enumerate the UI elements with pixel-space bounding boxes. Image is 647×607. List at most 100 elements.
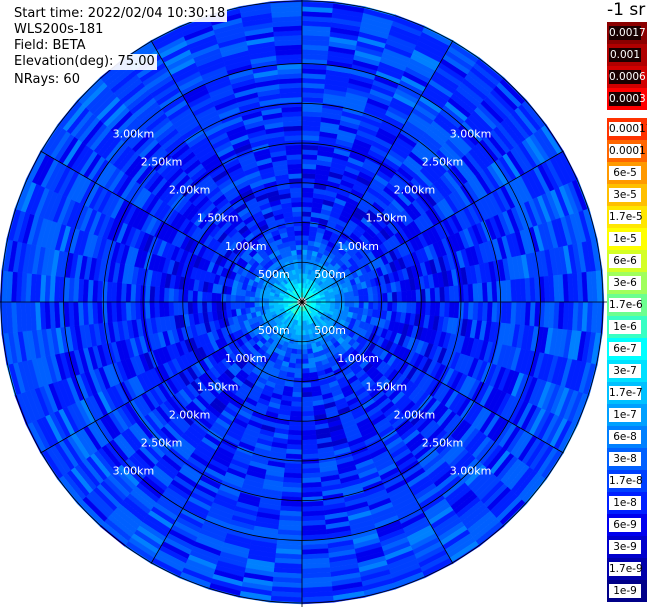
ring-label: 3.00km xyxy=(450,465,492,478)
range-gate-cell xyxy=(220,293,227,303)
ring-label: 2.00km xyxy=(169,408,211,421)
colorbar-tick-label: 0.00017 xyxy=(609,122,647,136)
ring-label: 3.00km xyxy=(113,127,155,140)
range-gate-cell xyxy=(301,235,310,241)
range-gate-cell xyxy=(372,301,379,311)
range-gate-cell xyxy=(301,391,313,398)
range-gate-cell xyxy=(301,339,307,346)
nrays-label: NRays: 60 xyxy=(12,72,82,88)
colorbar-tick-label: 6e-6 xyxy=(609,254,641,268)
range-gate-cell xyxy=(301,249,308,255)
range-gate-cell xyxy=(305,334,311,341)
range-gate-cell xyxy=(301,187,315,194)
colorbar-tick-label: 1.7e-6 xyxy=(609,298,643,312)
range-gate-cell xyxy=(301,325,306,331)
range-gate-cell xyxy=(196,301,203,314)
range-gate-cell xyxy=(301,363,310,369)
range-gate-cell xyxy=(387,301,393,312)
ring-label: 2.00km xyxy=(394,408,436,421)
range-gate-cells xyxy=(0,0,605,605)
range-gate-cell xyxy=(201,301,208,313)
range-gate-cell xyxy=(305,339,312,345)
range-gate-cell xyxy=(334,293,341,299)
range-gate-cell xyxy=(249,301,255,308)
colorbar-tick-label: 1e-7 xyxy=(609,408,641,422)
range-gate-cell xyxy=(296,349,303,355)
range-gate-cell xyxy=(382,301,389,312)
range-gate-cell xyxy=(301,377,311,384)
range-gate-cell xyxy=(401,290,408,303)
range-gate-cell xyxy=(294,368,303,374)
range-gate-cell xyxy=(235,294,241,303)
range-gate-cell xyxy=(301,192,314,198)
range-gate-cell xyxy=(263,305,270,311)
range-gate-cell xyxy=(293,372,303,379)
range-gate-cell xyxy=(292,211,303,217)
colorbar-tick-label: 6e-7 xyxy=(609,342,641,356)
range-gate-cell xyxy=(377,293,384,303)
ring-label: 1.00km xyxy=(337,352,379,365)
range-gate-cell xyxy=(401,301,408,314)
range-gate-cell xyxy=(173,301,179,316)
ring-label: 500m xyxy=(258,268,290,281)
range-gate-cell xyxy=(334,297,341,303)
range-gate-cell xyxy=(301,425,316,431)
range-gate-cell xyxy=(291,391,303,398)
range-gate-cell xyxy=(301,353,309,360)
range-gate-cell xyxy=(387,292,393,303)
range-gate-cell xyxy=(294,235,303,241)
range-gate-cell xyxy=(201,291,208,303)
colorbar-tick-label: 6e-5 xyxy=(609,166,641,180)
range-gate-cell xyxy=(301,406,314,412)
range-gate-cell xyxy=(363,294,369,303)
range-gate-cell xyxy=(339,297,346,303)
range-gate-cell xyxy=(298,273,303,279)
azimuth-spoke xyxy=(301,150,564,303)
range-gate-cell xyxy=(363,301,369,310)
range-gate-cell xyxy=(292,382,303,389)
range-gate-cell xyxy=(301,225,311,232)
range-gate-cell xyxy=(220,301,227,311)
colorbar-tick-label: 1e-6 xyxy=(609,320,641,334)
colorbar-tick-label: 0.0017 xyxy=(609,26,646,40)
range-gate-cell xyxy=(410,301,417,315)
azimuth-spokes xyxy=(0,0,607,607)
range-gate-cell xyxy=(235,301,241,310)
range-gate-cell xyxy=(230,301,236,310)
azimuth-spoke xyxy=(150,40,303,303)
range-gate-cell xyxy=(196,290,203,303)
range-gate-cell xyxy=(293,263,299,270)
range-gate-cell xyxy=(211,292,217,303)
azimuth-spoke xyxy=(301,301,454,564)
range-gate-cell xyxy=(290,401,303,408)
azimuth-spoke xyxy=(150,301,303,564)
colorbar-units: -1 sr xyxy=(607,0,646,20)
range-gate-cell xyxy=(288,425,303,431)
range-gate-cell xyxy=(301,372,311,379)
colorbar-tick-label: 1.7e-8 xyxy=(609,474,643,488)
colorbar-tick-label: 0.0006 xyxy=(609,70,646,84)
colorbar: 0.0017 0.001 0.0006 0.0003 0.00017 0.0001 6e-5… xyxy=(607,22,647,602)
range-gate-cell xyxy=(325,298,331,303)
range-gate-cell xyxy=(358,301,365,309)
range-gate-cell xyxy=(295,239,303,246)
range-gate-cell xyxy=(301,396,313,403)
range-gate-cell xyxy=(292,387,303,393)
range-gate-cell xyxy=(301,220,311,227)
range-gate-cell xyxy=(288,173,303,179)
range-gate-cell xyxy=(290,406,303,412)
range-gate-cell xyxy=(259,305,265,312)
range-gate-cell xyxy=(292,259,299,265)
range-gate-cell xyxy=(382,292,389,303)
ring-label: 2.50km xyxy=(422,156,464,169)
range-gate-cell xyxy=(298,268,303,274)
range-gate-cell xyxy=(301,410,315,417)
elevation-label: Elevation(deg): 75.00 xyxy=(12,54,157,70)
range-gate-cell xyxy=(295,353,303,360)
device-label: WLS200s-181 xyxy=(12,22,106,38)
range-gate-cell xyxy=(289,187,303,194)
ring-label: 2.50km xyxy=(422,436,464,449)
colorbar-tick-label: 1e-5 xyxy=(609,232,641,246)
range-gate-cell xyxy=(353,301,360,309)
